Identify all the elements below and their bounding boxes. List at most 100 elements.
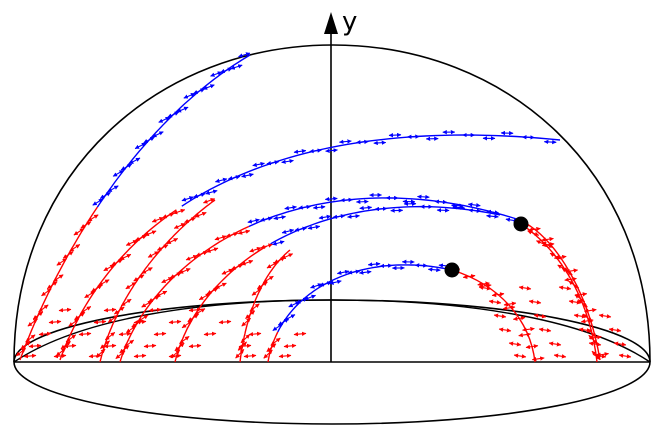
red-field-arrow xyxy=(153,331,167,337)
blue-field-arrow xyxy=(272,323,284,332)
red-field-arrow xyxy=(144,230,157,237)
red-field-arrow xyxy=(270,337,281,346)
red-field-arrow xyxy=(107,314,119,323)
blue-field-arrow xyxy=(183,92,196,99)
red-field-arrow xyxy=(181,320,193,329)
red-field-arrow xyxy=(174,342,185,352)
blue-field-arrow xyxy=(112,169,124,177)
red-field-arrow xyxy=(125,281,137,290)
blue-field-arrow xyxy=(367,261,381,267)
blue-field-arrow xyxy=(486,209,500,215)
red-field-arrow xyxy=(69,244,81,252)
blue-field-arrow xyxy=(181,196,194,202)
blue-field-arrow xyxy=(284,205,297,211)
red-field-arrow xyxy=(141,300,153,308)
red-field-arrow xyxy=(613,341,627,347)
red-field-arrow xyxy=(194,211,207,218)
red-field-curve xyxy=(119,225,250,363)
blue-field-arrow xyxy=(467,202,481,208)
red-field-arrow xyxy=(281,253,294,260)
red-field-arrow xyxy=(100,340,110,349)
blue-field-arrow xyxy=(359,205,373,211)
red-field-arrow xyxy=(133,353,147,359)
red-field-arrow xyxy=(53,353,67,359)
red-field-arrow xyxy=(78,331,92,337)
red-field-arrow xyxy=(125,239,138,246)
blue-field-arrow xyxy=(273,215,286,221)
red-field-arrow xyxy=(91,284,103,293)
red-field-arrow xyxy=(143,343,157,349)
red-field-arrow xyxy=(548,341,562,347)
red-field-arrow xyxy=(103,264,115,272)
red-field-arrow xyxy=(41,288,52,297)
red-field-arrow xyxy=(103,307,117,313)
red-field-arrow xyxy=(118,331,132,337)
red-field-arrow xyxy=(103,343,117,349)
red-field-arrow xyxy=(32,311,44,320)
red-field-arrow xyxy=(541,236,554,242)
red-field-arrow xyxy=(58,307,72,313)
blue-field-arrow xyxy=(260,216,273,222)
blue-field-arrow xyxy=(373,140,387,146)
red-field-arrow xyxy=(528,226,541,232)
blue-field-arrow xyxy=(227,175,241,181)
red-field-arrow xyxy=(123,339,135,348)
red-field-arrow xyxy=(88,353,102,359)
red-field-arrow xyxy=(133,274,145,282)
red-field-arrow xyxy=(206,247,219,253)
red-field-arrow xyxy=(168,319,182,325)
blue-field-arrow xyxy=(329,279,342,285)
red-field-arrow xyxy=(203,198,215,204)
blue-field-arrow xyxy=(304,294,316,301)
red-field-arrow xyxy=(214,235,227,241)
red-field-arrow xyxy=(568,280,580,289)
red-field-arrow xyxy=(93,319,107,325)
red-field-arrow xyxy=(488,299,502,305)
red-field-arrow xyxy=(564,276,577,282)
blue-field-arrow xyxy=(427,267,441,273)
red-field-arrow xyxy=(62,251,74,259)
red-field-arrow xyxy=(156,244,169,251)
red-field-arrow xyxy=(237,229,251,235)
red-field-curve xyxy=(520,223,598,363)
red-field-arrow xyxy=(249,246,262,253)
red-field-arrow xyxy=(231,264,243,270)
blue-field-arrow xyxy=(193,192,206,199)
red-field-arrow xyxy=(608,327,622,333)
blue-field-arrow xyxy=(176,106,189,113)
blue-field-arrow xyxy=(266,160,280,166)
blue-field-curve xyxy=(96,54,251,208)
red-field-arrow xyxy=(251,287,262,296)
red-field-arrow xyxy=(80,306,92,314)
red-field-arrow xyxy=(462,274,476,279)
red-field-arrow xyxy=(135,235,147,241)
red-field-arrow xyxy=(518,332,531,338)
red-field-arrow xyxy=(541,241,554,248)
red-field-arrow xyxy=(588,341,602,347)
red-field-arrow xyxy=(173,222,186,229)
red-field-arrow xyxy=(20,341,31,350)
blue-field-arrow xyxy=(374,206,388,212)
red-field-arrow xyxy=(508,341,522,347)
red-field-arrow xyxy=(248,331,262,337)
red-field-arrow xyxy=(513,353,527,359)
red-field-arrow xyxy=(114,306,125,315)
red-field-arrow xyxy=(46,281,58,290)
blue-field-arrow xyxy=(309,148,322,154)
blue-field-arrow xyxy=(451,203,464,208)
critical-point-marker xyxy=(513,216,529,232)
blue-field-arrow xyxy=(272,240,285,246)
red-field-arrow xyxy=(27,318,38,327)
red-field-arrow xyxy=(60,341,71,350)
red-field-arrow xyxy=(84,290,96,299)
red-field-arrow xyxy=(87,214,99,222)
red-field-arrow xyxy=(155,290,168,298)
red-field-arrow xyxy=(68,318,79,327)
blue-field-arrow xyxy=(205,189,218,195)
red-field-arrow xyxy=(168,353,182,359)
red-field-arrow xyxy=(503,301,517,307)
blue-field-arrow xyxy=(434,199,448,205)
blue-field-arrow xyxy=(414,263,428,268)
blue-field-arrow xyxy=(486,213,499,219)
red-field-arrow xyxy=(74,312,85,320)
